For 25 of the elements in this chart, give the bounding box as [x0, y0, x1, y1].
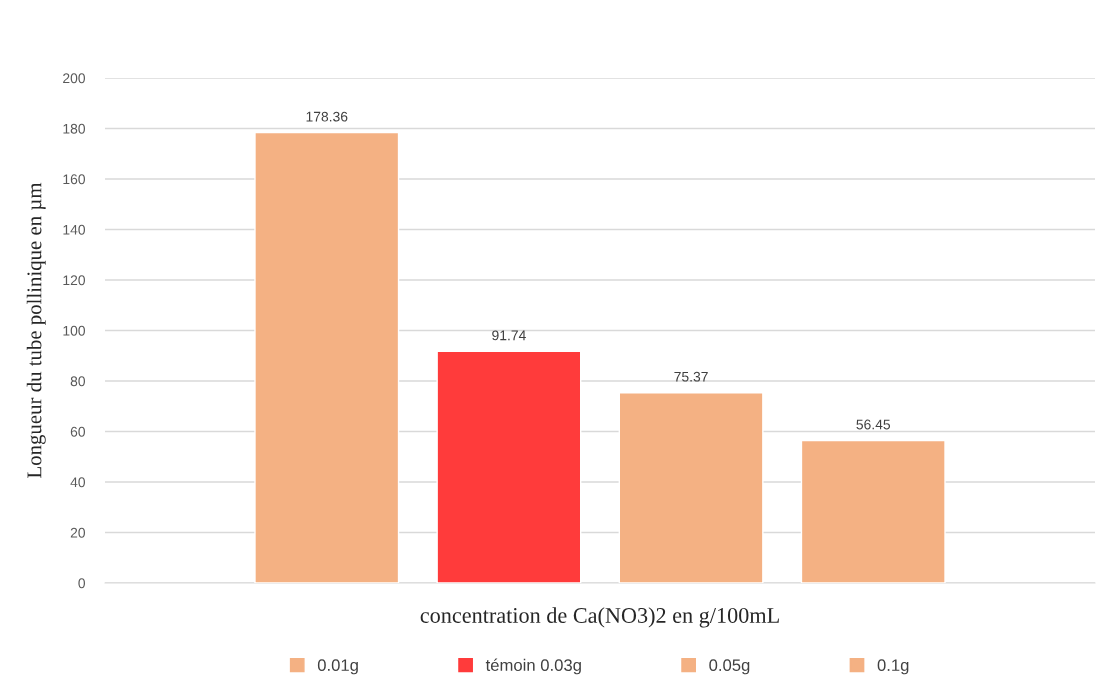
bar	[254, 131, 400, 583]
y-tick-label: 0	[78, 578, 86, 589]
y-tick-label: 100	[63, 325, 86, 336]
data-label: 75.37	[674, 371, 708, 382]
y-tick-label: 120	[63, 275, 86, 286]
y-tick-label: 20	[70, 527, 86, 538]
legend-label: 0.01g	[317, 659, 358, 675]
x-axis-title: concentration de Ca(NO3)2 en g/100mL	[420, 607, 779, 628]
data-label: 56.45	[856, 419, 891, 430]
data-label: 178.36	[306, 111, 348, 122]
y-axis-title: Longueur du tube pollinique en µm	[26, 182, 46, 478]
y-tick-label: 160	[63, 174, 86, 185]
data-label: 91.74	[492, 330, 526, 341]
bar	[618, 391, 764, 583]
bar	[800, 439, 946, 583]
legend-label: témoin 0.03g	[485, 658, 581, 675]
y-tick-label: 180	[63, 123, 86, 134]
y-tick-label: 200	[63, 73, 86, 84]
y-tick-label: 60	[70, 426, 86, 437]
legend-label: 0.1g	[877, 659, 909, 675]
legend-label: 0.05g	[709, 659, 750, 675]
y-tick-label: 140	[63, 224, 86, 235]
bar	[436, 350, 582, 583]
y-tick-label: 80	[70, 376, 86, 387]
y-tick-label: 40	[70, 477, 86, 488]
